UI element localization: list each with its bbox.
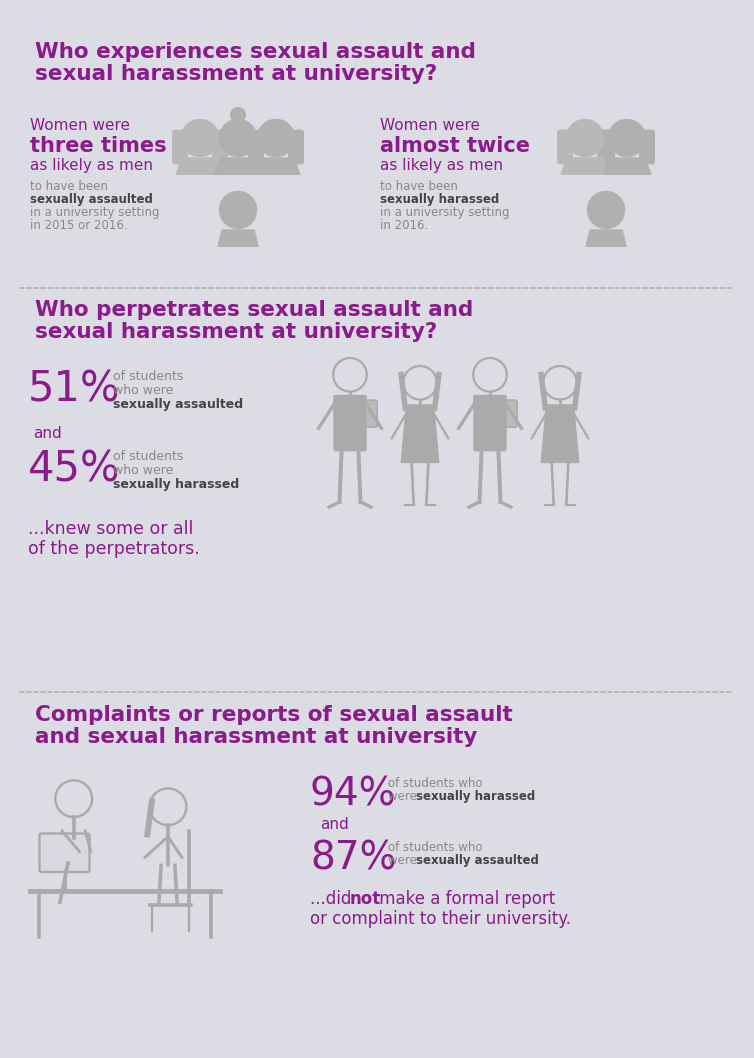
Polygon shape — [252, 158, 300, 175]
Circle shape — [230, 107, 246, 123]
Polygon shape — [214, 158, 262, 175]
FancyBboxPatch shape — [288, 129, 304, 164]
Circle shape — [567, 120, 603, 156]
FancyBboxPatch shape — [501, 400, 517, 427]
Text: to have been: to have been — [380, 180, 458, 193]
FancyBboxPatch shape — [599, 129, 615, 164]
Text: sexually assaulted: sexually assaulted — [416, 854, 539, 867]
Text: ...knew some or all: ...knew some or all — [28, 519, 193, 539]
Text: sexual harassment at university?: sexual harassment at university? — [35, 63, 437, 84]
FancyBboxPatch shape — [474, 395, 507, 452]
Text: almost twice: almost twice — [380, 136, 530, 156]
Text: sexual harassment at university?: sexual harassment at university? — [35, 322, 437, 342]
Circle shape — [588, 191, 624, 229]
Text: and: and — [33, 426, 62, 441]
Polygon shape — [561, 158, 608, 175]
FancyBboxPatch shape — [557, 129, 573, 164]
Polygon shape — [218, 230, 258, 247]
Text: make a formal report: make a formal report — [374, 890, 555, 908]
Text: 45%: 45% — [28, 448, 121, 490]
FancyBboxPatch shape — [639, 129, 655, 164]
Text: not: not — [350, 890, 382, 908]
Text: Complaints or reports of sexual assault: Complaints or reports of sexual assault — [35, 705, 513, 725]
Text: in a university setting: in a university setting — [30, 206, 160, 219]
Text: Women were: Women were — [30, 118, 130, 133]
Text: ...did: ...did — [310, 890, 357, 908]
Text: who were: who were — [113, 464, 173, 477]
Circle shape — [609, 120, 645, 156]
Text: sexually harassed: sexually harassed — [416, 790, 535, 803]
Circle shape — [258, 120, 294, 156]
Text: Who experiences sexual assault and: Who experiences sexual assault and — [35, 42, 476, 62]
Circle shape — [182, 120, 218, 156]
Text: were: were — [388, 790, 421, 803]
Polygon shape — [401, 405, 439, 462]
Text: Who perpetrates sexual assault and: Who perpetrates sexual assault and — [35, 300, 474, 320]
Text: sexually assaulted: sexually assaulted — [113, 398, 243, 411]
Text: were: were — [388, 854, 421, 867]
Text: of students: of students — [113, 370, 183, 383]
Text: sexually harassed: sexually harassed — [113, 478, 239, 491]
FancyBboxPatch shape — [597, 129, 613, 164]
Text: in 2015 or 2016.: in 2015 or 2016. — [30, 219, 127, 232]
Text: sexually harassed: sexually harassed — [380, 193, 499, 206]
Text: sexually assaulted: sexually assaulted — [30, 193, 153, 206]
Text: as likely as men: as likely as men — [380, 158, 503, 174]
Text: and: and — [320, 817, 349, 832]
Text: three times: three times — [30, 136, 167, 156]
Circle shape — [220, 191, 256, 229]
Text: of the perpetrators.: of the perpetrators. — [28, 540, 200, 558]
Text: Women were: Women were — [380, 118, 480, 133]
Text: in 2016.: in 2016. — [380, 219, 428, 232]
FancyBboxPatch shape — [333, 395, 366, 452]
Polygon shape — [541, 405, 579, 462]
Text: and sexual harassment at university: and sexual harassment at university — [35, 727, 477, 747]
Text: 94%: 94% — [310, 776, 397, 813]
Text: 51%: 51% — [28, 368, 121, 411]
FancyBboxPatch shape — [248, 129, 264, 164]
Text: as likely as men: as likely as men — [30, 158, 153, 174]
FancyBboxPatch shape — [212, 129, 228, 164]
FancyBboxPatch shape — [39, 834, 90, 872]
Polygon shape — [176, 158, 224, 175]
Text: 87%: 87% — [310, 839, 397, 877]
Text: of students: of students — [113, 450, 183, 463]
Text: to have been: to have been — [30, 180, 108, 193]
Circle shape — [220, 120, 256, 156]
Text: of students who: of students who — [388, 841, 483, 854]
Text: of students who: of students who — [388, 777, 483, 790]
FancyBboxPatch shape — [360, 400, 377, 427]
Text: who were: who were — [113, 384, 173, 397]
Text: or complaint to their university.: or complaint to their university. — [310, 910, 571, 928]
Text: in a university setting: in a university setting — [380, 206, 510, 219]
Polygon shape — [586, 230, 626, 247]
FancyBboxPatch shape — [172, 129, 188, 164]
Polygon shape — [603, 158, 651, 175]
